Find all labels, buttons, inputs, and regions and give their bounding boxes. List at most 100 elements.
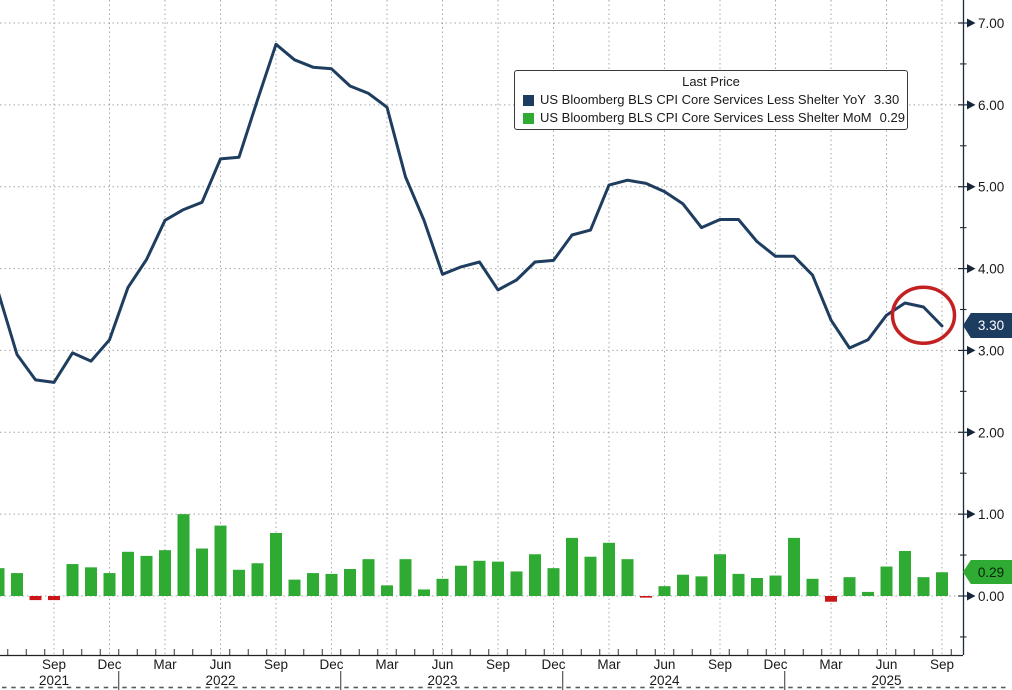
svg-text:2021: 2021 [39,673,69,688]
mom-bar [751,577,763,596]
y-axis: 0.00 1.00 2.00 3.00 4.00 5.00 6.00 7.00 [958,0,1004,655]
svg-text:Sep: Sep [930,657,954,672]
mom-bar [843,577,856,596]
mom-series-label: US Bloomberg BLS CPI Core Services Less … [540,110,872,125]
svg-text:6.00: 6.00 [978,98,1004,113]
mom-bar [233,569,245,596]
svg-text:2025: 2025 [871,673,901,688]
mom-bar [103,573,116,596]
mom-bar [862,591,874,596]
svg-text:Sep: Sep [264,657,288,672]
svg-text:Sep: Sep [42,657,66,672]
mom-bar [455,565,467,596]
mom-bar [492,561,504,596]
svg-text:Dec: Dec [763,657,787,672]
svg-text:Dec: Dec [319,657,343,672]
mom-bar [122,551,134,596]
mom-series-swatch [523,112,534,124]
svg-text:3.00: 3.00 [978,343,1004,358]
mom-bar [547,568,560,596]
svg-text:7.00: 7.00 [978,16,1004,31]
svg-text:Jun: Jun [432,657,454,672]
mom-bar [880,566,893,596]
svg-text:Jun: Jun [210,657,232,672]
mom-bar [270,532,282,596]
svg-text:Sep: Sep [708,657,732,672]
mom-bar [251,563,264,596]
svg-text:2023: 2023 [427,673,457,688]
mom-bar [399,559,412,596]
mom-bar [584,556,597,596]
svg-text:1.00: 1.00 [978,507,1004,522]
svg-text:Sep: Sep [486,657,510,672]
mom-bar [29,596,42,601]
mom-bar [936,572,948,596]
mom-bar [769,575,782,596]
mom-bar [11,573,23,596]
svg-text:2022: 2022 [205,673,235,688]
annotation-circle [890,285,957,345]
mom-bar [714,554,726,596]
mom-bar [381,585,393,596]
svg-text:Mar: Mar [375,657,399,672]
mom-series-value: 0.29 [879,110,905,125]
svg-text:Mar: Mar [819,657,843,672]
mom-bar [159,550,171,596]
mom-bar [510,571,523,596]
mom-bar [325,573,338,596]
yoy-series-label: US Bloomberg BLS CPI Core Services Less … [540,92,866,107]
svg-text:Jun: Jun [876,657,898,672]
mom-bar [640,596,652,598]
mom-bar [66,564,79,596]
svg-text:4.00: 4.00 [978,262,1004,277]
mom-bar [362,559,375,596]
mom-bar [177,514,190,596]
chart-legend: Last Price US Bloomberg BLS CPI Core Ser… [514,70,908,130]
mom-bar [658,586,671,596]
svg-text:Dec: Dec [541,657,565,672]
legend-title: Last Price [682,74,740,89]
svg-text:Dec: Dec [97,657,121,672]
mom-bar [48,596,60,601]
svg-text:Mar: Mar [153,657,177,672]
yoy-series-swatch [523,94,534,106]
mom-bar [566,537,578,596]
mom-bar [621,559,634,596]
last-price-badge-yoy: 3.30 [963,313,1012,338]
mom-bar [695,576,708,596]
mom-bar [806,578,819,596]
mom-bar [899,550,911,596]
mom-bar [344,568,356,596]
mom-bar [825,596,837,602]
mom-bar [788,537,800,596]
mom-bars [0,514,948,602]
mom-bar [603,542,615,596]
mom-bar [677,574,689,596]
legend-row-mom: US Bloomberg BLS CPI Core Services Less … [523,109,905,127]
mom-bar [529,554,541,596]
mom-bar [418,589,430,596]
last-price-badge-mom: 0.29 [963,560,1012,584]
yoy-series-value: 3.30 [873,92,900,107]
svg-text:0.00: 0.00 [978,589,1004,604]
mom-bar [196,548,208,596]
svg-text:2024: 2024 [649,673,680,688]
svg-text:Jun: Jun [654,657,676,672]
mom-bar [917,577,930,596]
yoy-line [0,42,944,384]
mom-bar [85,567,97,596]
mom-bar [732,573,745,596]
svg-text:2.00: 2.00 [978,425,1004,440]
mom-bar [0,568,5,596]
mom-bar [436,578,449,596]
svg-text:5.00: 5.00 [978,180,1004,195]
mom-bar [214,525,227,596]
mom-bar [307,573,319,596]
mom-bar [473,560,486,596]
mom-bar [140,555,153,596]
svg-text:Mar: Mar [597,657,621,672]
legend-row-yoy: US Bloomberg BLS CPI Core Services Less … [523,91,899,109]
